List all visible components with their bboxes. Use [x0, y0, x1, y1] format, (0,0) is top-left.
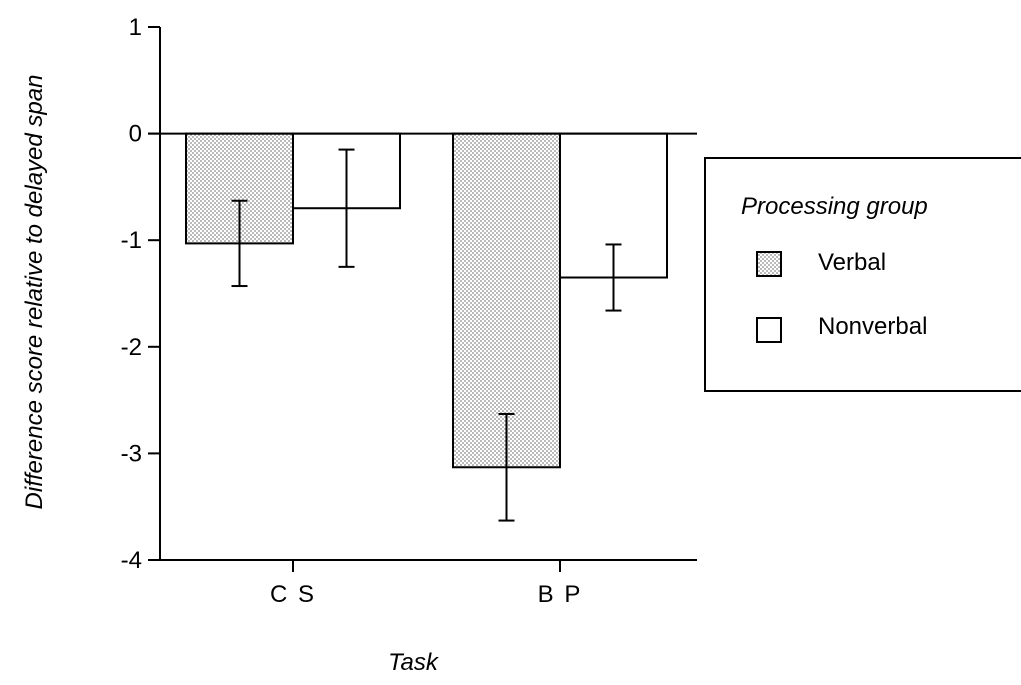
- legend-title: Processing group: [741, 193, 928, 220]
- x-tick-label: C S: [270, 581, 316, 608]
- x-tick-label: B P: [538, 581, 583, 608]
- y-tick-label: 1: [129, 14, 142, 41]
- legend-label-nonverbal: Nonverbal: [818, 313, 927, 340]
- legend-swatch-nonverbal: [756, 317, 782, 343]
- y-tick-label: -4: [121, 547, 142, 574]
- y-tick-label: 0: [129, 121, 142, 148]
- legend: Processing group Verbal Nonverbal: [704, 157, 1021, 392]
- y-tick-label: -2: [121, 334, 142, 361]
- legend-swatch-verbal: [756, 251, 782, 277]
- y-axis-title: Difference score relative to delayed spa…: [21, 75, 48, 510]
- y-tick-label: -3: [121, 440, 142, 467]
- bar-verbal-1: [452, 132, 561, 469]
- plot-area: 1 0 -1 -2 -3 -4 C S B P: [121, 14, 697, 608]
- y-tick-label: -1: [121, 227, 142, 254]
- x-axis-title: Task: [388, 649, 440, 676]
- legend-label-verbal: Verbal: [818, 249, 886, 276]
